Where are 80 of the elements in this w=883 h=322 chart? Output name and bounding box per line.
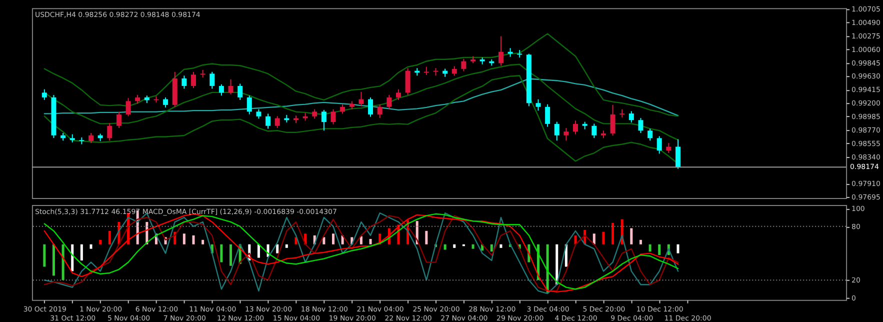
line-series	[44, 78, 679, 116]
bar	[369, 238, 372, 244]
bar	[220, 244, 223, 262]
candlestick	[266, 113, 271, 130]
bar	[444, 244, 446, 250]
bar	[612, 222, 614, 244]
bar	[202, 240, 204, 244]
bar	[556, 244, 558, 285]
candlestick	[116, 111, 122, 129]
bar	[500, 244, 502, 248]
bar	[360, 236, 362, 244]
candlestick	[190, 71, 196, 89]
candlestick	[536, 98, 541, 112]
candlestick	[638, 118, 644, 134]
bar	[182, 234, 186, 244]
bar	[294, 237, 298, 244]
bar	[322, 237, 326, 244]
bar	[230, 244, 232, 266]
candlestick	[210, 71, 215, 90]
bar	[332, 234, 334, 244]
bar	[639, 240, 642, 244]
candlestick	[675, 138, 680, 170]
candlestick	[182, 75, 187, 90]
candlestick	[461, 58, 466, 72]
candlestick	[358, 91, 364, 107]
bar	[62, 244, 64, 280]
candlestick	[498, 36, 504, 66]
bar	[425, 230, 428, 244]
candlestick	[666, 142, 672, 154]
candlestick	[340, 104, 346, 114]
bar	[257, 244, 260, 258]
bar	[602, 232, 605, 244]
bar	[630, 228, 633, 244]
candlestick	[396, 88, 401, 100]
bar	[43, 244, 46, 267]
candlestick	[218, 84, 224, 96]
candlestick	[554, 121, 560, 142]
candlestick	[246, 95, 252, 115]
bar	[99, 240, 102, 244]
candlestick	[330, 108, 336, 125]
bar	[546, 244, 549, 293]
candlestick	[592, 123, 597, 139]
candlestick	[368, 96, 374, 118]
bar	[52, 244, 55, 276]
candlestick	[656, 136, 662, 154]
bar	[285, 244, 288, 248]
bar	[676, 244, 680, 254]
candlestick	[628, 110, 634, 123]
bar	[71, 244, 74, 272]
candlestick	[228, 78, 234, 95]
bar	[276, 244, 279, 254]
bar	[192, 235, 195, 244]
bar	[80, 244, 83, 260]
candlestick	[42, 88, 47, 100]
candlestick	[312, 108, 318, 120]
bar	[648, 244, 652, 252]
candlestick	[88, 132, 94, 144]
bar	[453, 244, 456, 248]
candlestick	[386, 94, 392, 110]
candlestick	[377, 104, 382, 119]
candlestick	[573, 120, 578, 135]
bar	[592, 234, 596, 244]
candlestick	[238, 83, 243, 100]
bar	[472, 244, 474, 249]
candlestick	[126, 98, 131, 117]
candlestick	[405, 68, 410, 96]
candlestick	[648, 128, 653, 142]
bar	[108, 230, 111, 244]
candlestick	[610, 104, 616, 136]
candlestick	[545, 104, 550, 128]
bar	[490, 244, 493, 252]
bar	[658, 244, 661, 256]
candlestick	[256, 108, 262, 120]
candlestick	[452, 66, 457, 76]
candlestick	[107, 122, 112, 142]
candlestick	[321, 109, 326, 132]
candlestick	[564, 128, 569, 142]
line-series	[44, 33, 679, 117]
candlestick	[274, 116, 280, 129]
candlestick	[163, 96, 168, 108]
